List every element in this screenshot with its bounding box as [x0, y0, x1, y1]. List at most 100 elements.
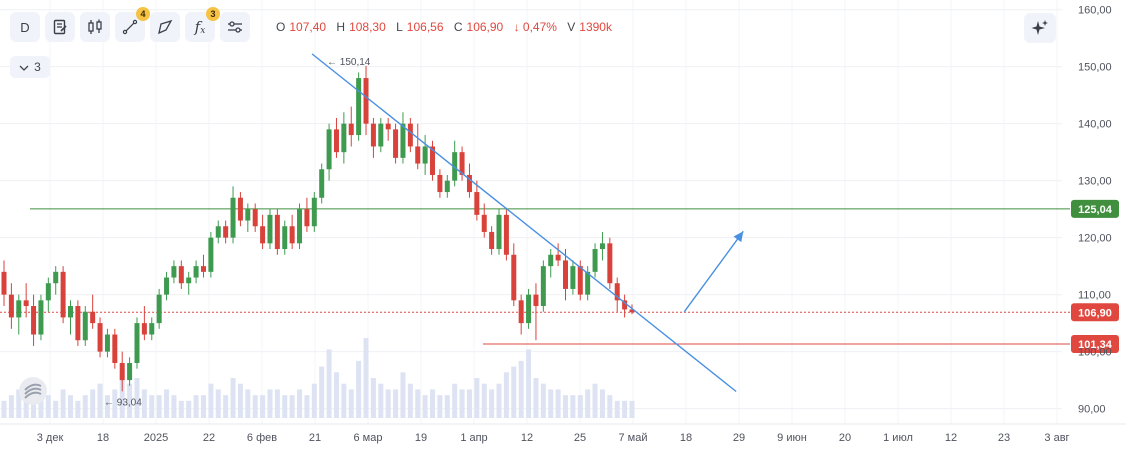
x-tick-label: 9 июн — [777, 432, 807, 444]
volume-bar — [245, 389, 251, 418]
y-tick-label: 120,00 — [1078, 233, 1112, 245]
volume-bar — [348, 389, 354, 418]
candles-icon[interactable] — [80, 12, 110, 42]
broker-logo-icon — [18, 376, 48, 411]
collapse-indicators-button[interactable]: 3 — [10, 56, 50, 78]
volume-bar — [223, 395, 229, 418]
candle-up — [134, 323, 140, 364]
candle-up — [193, 266, 199, 278]
candle-up — [245, 209, 251, 221]
candle-down — [511, 254, 517, 301]
draw-tool-icon[interactable] — [150, 12, 180, 42]
volume-bar — [67, 395, 73, 418]
candle-up — [319, 169, 325, 198]
candle-up — [164, 277, 170, 295]
volume-bar — [45, 395, 51, 418]
candle-down — [459, 152, 465, 175]
candle-down — [577, 266, 583, 295]
candle-down — [119, 363, 125, 381]
volume-bar — [90, 389, 96, 418]
volume-bar — [614, 400, 620, 418]
volume-bar — [415, 389, 421, 418]
notes-icon[interactable] — [45, 12, 75, 42]
close-value: 106,90 — [466, 20, 504, 34]
candle-up — [592, 249, 598, 272]
candle-down — [533, 294, 539, 307]
candle-up — [400, 123, 406, 158]
price-axis: 160,00 150,00 140,00 130,00 120,00 110,00 100,… — [1078, 5, 1112, 416]
candle-down — [363, 78, 369, 124]
candle-up — [444, 180, 450, 193]
candle-up — [230, 197, 236, 238]
settings-sliders-icon[interactable] — [220, 12, 250, 42]
sparkle-icon[interactable] — [1024, 13, 1056, 43]
arrow-head — [733, 231, 744, 243]
volume-bar — [363, 338, 369, 418]
candle-down — [430, 146, 436, 175]
volume-bar — [260, 395, 266, 418]
candle-down — [385, 123, 391, 130]
volume-bar — [53, 400, 59, 418]
volume-bar — [503, 372, 509, 418]
level-badge — [1071, 334, 1119, 353]
volume-bar — [304, 395, 310, 418]
volume-bar — [215, 389, 221, 418]
y-tick-label: 160,00 — [1078, 5, 1112, 17]
volume-bar — [548, 389, 554, 418]
y-tick-label: 90,00 — [1078, 404, 1106, 416]
candle-down — [252, 209, 258, 227]
x-tick-label: 12 — [945, 432, 957, 444]
x-tick-label: 22 — [203, 432, 215, 444]
candle-down — [503, 214, 509, 255]
level-badge — [1071, 199, 1119, 218]
interval-button[interactable]: D — [10, 12, 40, 42]
volume-bar — [481, 383, 487, 418]
high-value: 108,30 — [349, 20, 386, 34]
volume-bar — [200, 395, 206, 418]
volume-bars — [1, 338, 635, 418]
candle-down — [370, 123, 376, 147]
candle-down — [223, 226, 229, 238]
volume-bar — [149, 395, 155, 418]
candle-down — [407, 123, 413, 147]
volume-bar — [496, 383, 502, 418]
ohlc-legend: O 107,40 H 108,30 L 106,56 C 106,90 ↓ 0,47% … — [276, 20, 619, 34]
volume-bar — [127, 383, 133, 418]
candle-up — [548, 254, 554, 267]
fx-label: f — [194, 18, 201, 36]
candle-down — [393, 129, 399, 158]
volume-bar — [23, 395, 29, 418]
candle-down — [607, 243, 613, 284]
candle-down — [304, 209, 310, 227]
low-value: 106,56 — [406, 20, 444, 34]
low-label: L — [396, 20, 403, 34]
volume-bar — [141, 389, 147, 418]
x-tick-label: 12 — [521, 432, 533, 444]
candles — [1, 65, 635, 392]
x-tick-label: 3 дек — [37, 432, 64, 444]
volume-bar — [489, 389, 495, 418]
volume-bar — [282, 395, 288, 418]
indicators-button[interactable]: 4 — [115, 7, 150, 42]
volume-bar — [385, 389, 391, 418]
candle-down — [23, 300, 29, 307]
change-value: ↓ 0,47% — [513, 20, 557, 34]
volume-bar — [607, 395, 613, 418]
candle-up — [599, 243, 605, 250]
x-tick-label: 6 мар — [354, 432, 383, 444]
volume-bar — [555, 389, 561, 418]
volume-bar — [444, 395, 450, 418]
volume-bar — [297, 389, 303, 418]
open-value: 107,40 — [289, 20, 327, 34]
volume-bar — [16, 389, 22, 418]
candle-down — [112, 334, 118, 364]
candle-up — [149, 323, 155, 335]
candle-down — [555, 254, 561, 261]
volume-bar — [311, 383, 317, 418]
candle-down — [1, 271, 7, 295]
candle-up — [127, 363, 133, 381]
x-tick-label: 6 фев — [247, 432, 277, 444]
candle-up — [186, 277, 192, 284]
